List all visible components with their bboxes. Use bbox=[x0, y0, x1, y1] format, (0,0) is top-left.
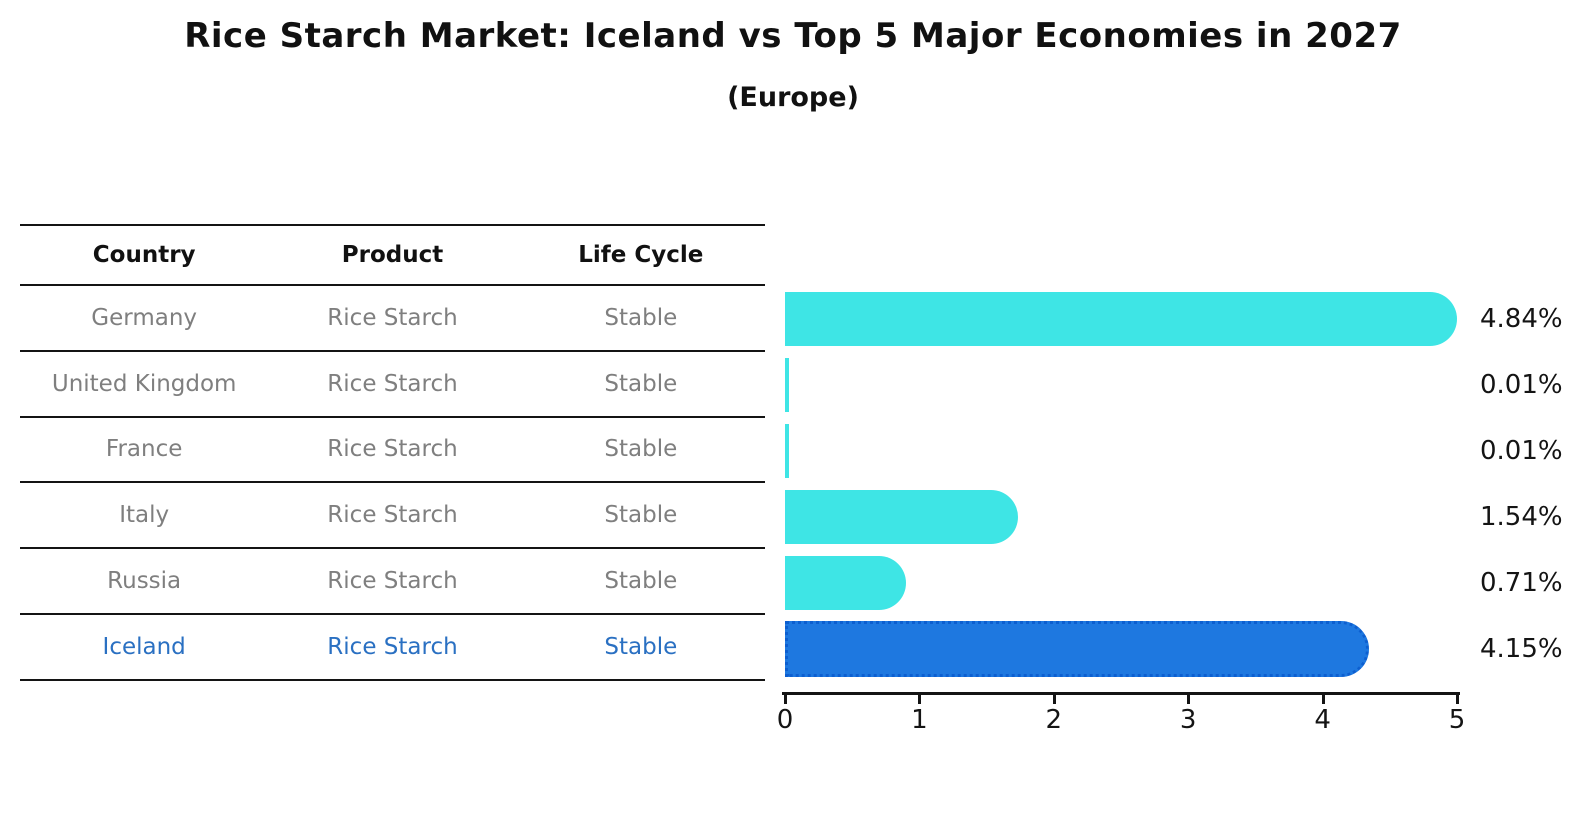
value-label: 0.01% bbox=[1480, 370, 1563, 400]
cell-product: Rice Starch bbox=[327, 436, 458, 463]
cell-lifecycle: Stable bbox=[604, 436, 678, 463]
x-axis-line bbox=[782, 692, 1460, 695]
cell-lifecycle: Stable bbox=[604, 304, 678, 331]
value-label: 1.54% bbox=[1480, 502, 1563, 532]
bar-plot bbox=[785, 286, 1457, 682]
table-row: Germany Rice Starch Stable bbox=[20, 286, 765, 352]
cell-country: Iceland bbox=[102, 633, 186, 660]
chart-subtitle: (Europe) bbox=[727, 82, 859, 113]
cell-lifecycle: Stable bbox=[604, 568, 678, 595]
bar-row bbox=[785, 418, 1457, 484]
table-header-row: Country Product Life Cycle bbox=[20, 226, 765, 286]
country-table: Country Product Life Cycle Germany Rice … bbox=[20, 224, 765, 681]
bar-row bbox=[785, 550, 1457, 616]
x-axis-tick-label: 2 bbox=[1045, 705, 1063, 735]
cell-country: Germany bbox=[91, 304, 198, 331]
cell-country: United Kingdom bbox=[51, 370, 237, 397]
header-cell-product: Product bbox=[341, 242, 444, 268]
bar-row bbox=[785, 352, 1457, 418]
chart-title: Rice Starch Market: Iceland vs Top 5 Maj… bbox=[184, 16, 1402, 56]
cell-lifecycle: Stable bbox=[604, 370, 678, 397]
cell-product: Rice Starch bbox=[327, 633, 458, 660]
table-row-highlighted: Iceland Rice Starch Stable bbox=[20, 615, 765, 681]
bar-row bbox=[785, 484, 1457, 550]
x-axis-tick bbox=[1456, 695, 1459, 704]
table-row: Italy Rice Starch Stable bbox=[20, 483, 765, 550]
cell-product: Rice Starch bbox=[327, 304, 458, 331]
x-axis-tick-label: 1 bbox=[911, 705, 928, 735]
table-row: Russia Rice Starch Stable bbox=[20, 549, 765, 615]
value-label: 4.84% bbox=[1480, 304, 1563, 334]
cell-product: Rice Starch bbox=[327, 370, 458, 397]
cell-country: Italy bbox=[119, 502, 170, 529]
x-axis-tick bbox=[1321, 695, 1325, 704]
bar-iceland bbox=[785, 621, 1369, 677]
bar-france bbox=[785, 424, 789, 478]
x-axis-tick bbox=[1052, 695, 1056, 704]
bar-united-kingdom bbox=[785, 358, 789, 412]
value-label: 4.15% bbox=[1480, 634, 1563, 664]
x-axis-tick-label: 3 bbox=[1179, 705, 1197, 735]
x-axis-tick bbox=[918, 695, 922, 704]
x-axis-tick-label: 0 bbox=[776, 705, 794, 735]
table-row: United Kingdom Rice Starch Stable bbox=[20, 352, 765, 418]
cell-country: France bbox=[105, 436, 183, 463]
cell-product: Rice Starch bbox=[327, 502, 458, 529]
bar-row bbox=[785, 286, 1457, 352]
header-cell-country: Country bbox=[92, 242, 196, 268]
cell-country: Russia bbox=[107, 568, 182, 595]
x-axis: 0 1 2 3 4 5 bbox=[777, 692, 1465, 735]
header-cell-lifecycle: Life Cycle bbox=[578, 242, 704, 268]
bar-russia bbox=[785, 556, 907, 610]
x-axis-tick-label: 5 bbox=[1448, 705, 1466, 735]
value-label-column: 4.84% 0.01% 0.01% 1.54% 0.71% 4.15% bbox=[1480, 286, 1580, 682]
bar-germany bbox=[785, 292, 1457, 346]
x-axis-tick-label: 4 bbox=[1314, 705, 1331, 735]
bar-italy bbox=[785, 490, 1018, 544]
cell-lifecycle: Stable bbox=[604, 502, 678, 529]
value-label: 0.71% bbox=[1480, 568, 1563, 598]
x-axis-tick bbox=[1187, 695, 1191, 704]
x-axis-tick bbox=[784, 695, 787, 704]
bar-row bbox=[785, 616, 1457, 682]
value-label: 0.01% bbox=[1480, 436, 1563, 466]
table-row: France Rice Starch Stable bbox=[20, 418, 765, 484]
cell-lifecycle: Stable bbox=[604, 633, 678, 660]
cell-product: Rice Starch bbox=[327, 568, 458, 595]
